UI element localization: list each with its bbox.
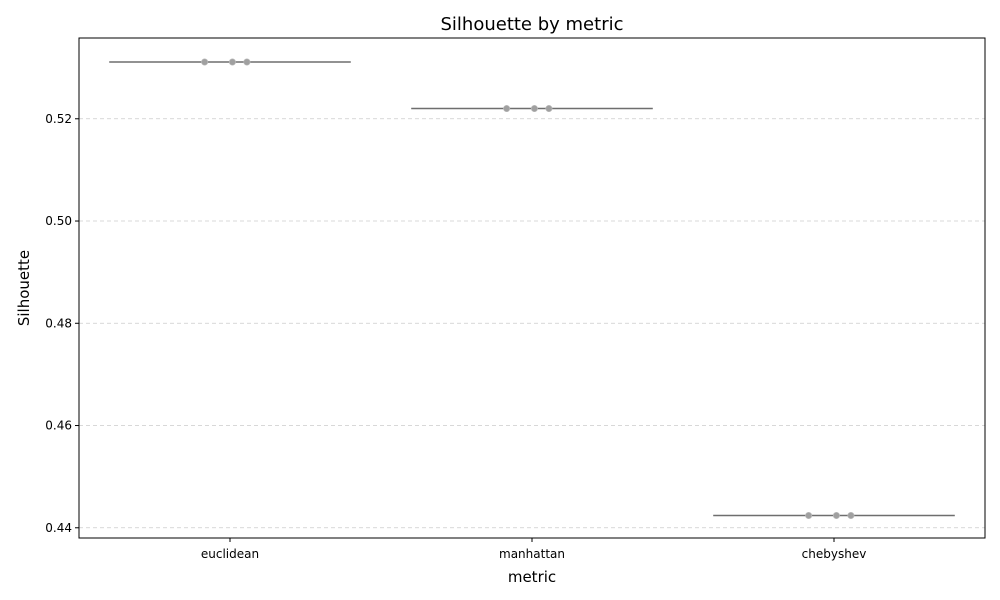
data-point-euclidean: [201, 58, 209, 66]
data-point-manhattan: [530, 105, 538, 113]
data-point-chebyshev: [805, 512, 813, 520]
x-axis-label: metric: [508, 568, 556, 586]
y-tick-label: 0.48: [45, 316, 72, 330]
data-point-chebyshev: [847, 512, 855, 520]
data-point-euclidean: [243, 58, 251, 66]
x-tick-label: manhattan: [499, 547, 565, 561]
y-tick-label: 0.50: [45, 214, 72, 228]
grid-lines: [79, 118, 985, 529]
y-axis: 0.44 0.46 0.48 0.50 0.52: [45, 112, 79, 535]
data-point-manhattan: [503, 105, 511, 113]
data-point-euclidean: [228, 58, 236, 66]
y-axis-label: Silhouette: [15, 250, 33, 326]
data-marks: [109, 58, 955, 520]
data-point-chebyshev: [832, 512, 840, 520]
plot-frame: [78, 37, 986, 539]
x-tick-label: chebyshev: [802, 547, 867, 561]
chart-title: Silhouette by metric: [440, 14, 623, 35]
x-axis: euclidean manhattan chebyshev: [201, 538, 866, 561]
y-tick-label: 0.44: [45, 521, 72, 535]
x-tick-label: euclidean: [201, 547, 259, 561]
y-tick-label: 0.52: [45, 112, 72, 126]
y-tick-label: 0.46: [45, 419, 72, 433]
data-point-manhattan: [545, 105, 553, 113]
